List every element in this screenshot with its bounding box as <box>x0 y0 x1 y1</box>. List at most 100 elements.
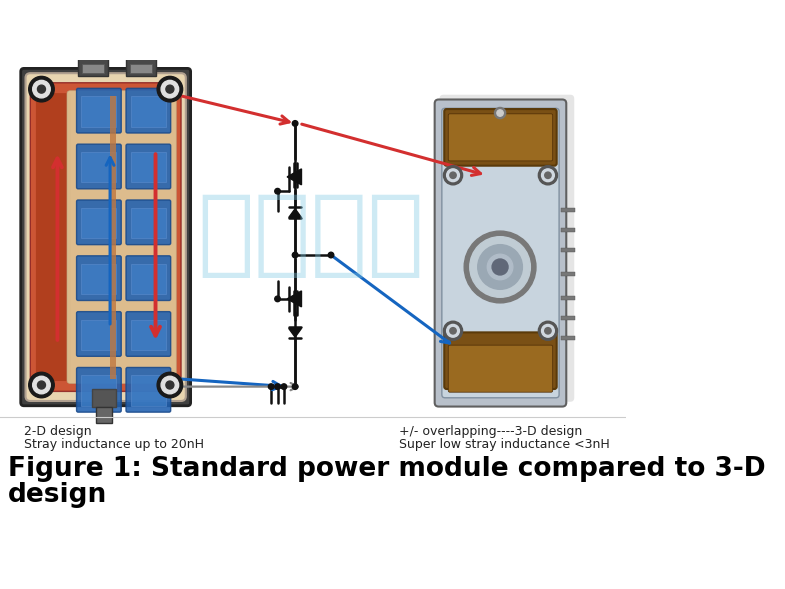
FancyBboxPatch shape <box>77 200 121 244</box>
Circle shape <box>161 80 179 98</box>
Polygon shape <box>287 291 301 307</box>
FancyBboxPatch shape <box>126 200 170 244</box>
Circle shape <box>539 166 557 185</box>
Circle shape <box>328 252 334 258</box>
Bar <box>82 208 116 239</box>
Polygon shape <box>289 329 301 337</box>
Circle shape <box>166 85 173 93</box>
Bar <box>131 208 166 239</box>
FancyBboxPatch shape <box>444 109 557 166</box>
Circle shape <box>444 321 462 340</box>
FancyBboxPatch shape <box>448 345 553 392</box>
Bar <box>131 375 166 406</box>
Text: design: design <box>8 482 108 508</box>
Bar <box>82 152 116 183</box>
Circle shape <box>545 327 551 334</box>
Circle shape <box>292 252 298 258</box>
FancyBboxPatch shape <box>126 312 170 356</box>
FancyBboxPatch shape <box>448 114 553 161</box>
Bar <box>126 55 156 75</box>
FancyBboxPatch shape <box>126 368 170 412</box>
Bar <box>82 320 116 350</box>
Circle shape <box>166 381 173 389</box>
Bar <box>560 272 575 276</box>
Circle shape <box>268 384 274 389</box>
Bar <box>131 264 166 294</box>
Text: Figure 1: Standard power module compared to 3-D: Figure 1: Standard power module compared… <box>8 456 765 482</box>
Bar <box>82 375 116 406</box>
Polygon shape <box>289 209 301 217</box>
Bar <box>131 97 166 127</box>
Circle shape <box>487 254 513 280</box>
Bar <box>560 248 575 252</box>
Circle shape <box>275 188 280 194</box>
Bar <box>85 24 102 48</box>
Circle shape <box>545 172 551 178</box>
Circle shape <box>447 325 459 337</box>
FancyBboxPatch shape <box>67 91 177 383</box>
Bar <box>560 228 575 232</box>
Circle shape <box>29 372 54 398</box>
FancyBboxPatch shape <box>442 108 559 398</box>
Circle shape <box>33 80 50 98</box>
Circle shape <box>444 166 462 185</box>
FancyBboxPatch shape <box>126 144 170 189</box>
Circle shape <box>33 376 50 394</box>
Circle shape <box>275 384 280 389</box>
Bar <box>110 95 116 379</box>
Bar <box>560 316 575 320</box>
FancyBboxPatch shape <box>77 88 121 133</box>
Circle shape <box>539 321 557 340</box>
Circle shape <box>161 376 179 394</box>
Bar <box>92 389 115 406</box>
Bar <box>131 152 166 183</box>
Bar <box>82 97 116 127</box>
Circle shape <box>450 172 456 178</box>
Circle shape <box>38 85 46 93</box>
FancyBboxPatch shape <box>77 144 121 189</box>
Bar <box>82 264 116 294</box>
Circle shape <box>495 107 506 118</box>
Circle shape <box>478 244 522 289</box>
Circle shape <box>542 169 554 181</box>
Bar <box>131 320 166 350</box>
FancyBboxPatch shape <box>20 68 191 406</box>
Bar <box>560 296 575 300</box>
Circle shape <box>469 237 531 297</box>
Bar <box>96 406 111 422</box>
Circle shape <box>157 372 183 398</box>
Bar <box>130 64 152 73</box>
Bar <box>82 64 104 73</box>
FancyBboxPatch shape <box>126 256 170 300</box>
FancyBboxPatch shape <box>126 88 170 133</box>
Bar <box>560 208 575 212</box>
Text: +/- overlapping----3-D design: +/- overlapping----3-D design <box>399 425 582 438</box>
Bar <box>78 55 108 75</box>
Circle shape <box>497 110 503 116</box>
FancyBboxPatch shape <box>444 332 557 389</box>
Circle shape <box>464 231 536 303</box>
Circle shape <box>292 384 298 389</box>
FancyBboxPatch shape <box>435 100 566 406</box>
Circle shape <box>29 77 54 102</box>
Text: Stray inductance up to 20nH: Stray inductance up to 20nH <box>24 438 204 451</box>
Text: Super low stray inductance <3nH: Super low stray inductance <3nH <box>399 438 609 451</box>
Bar <box>560 336 575 340</box>
FancyBboxPatch shape <box>26 73 186 401</box>
Text: 2-D design: 2-D design <box>24 425 92 438</box>
FancyBboxPatch shape <box>77 312 121 356</box>
Circle shape <box>542 325 554 337</box>
Polygon shape <box>287 169 301 185</box>
Circle shape <box>292 121 298 126</box>
Circle shape <box>492 259 508 275</box>
FancyBboxPatch shape <box>440 95 575 402</box>
FancyBboxPatch shape <box>77 368 121 412</box>
Circle shape <box>447 169 459 181</box>
Bar <box>133 24 150 48</box>
Circle shape <box>275 296 280 302</box>
Circle shape <box>450 327 456 334</box>
Circle shape <box>38 381 46 389</box>
Text: 欧知电子: 欧知电子 <box>198 189 425 281</box>
FancyBboxPatch shape <box>36 93 71 381</box>
Circle shape <box>157 77 183 102</box>
